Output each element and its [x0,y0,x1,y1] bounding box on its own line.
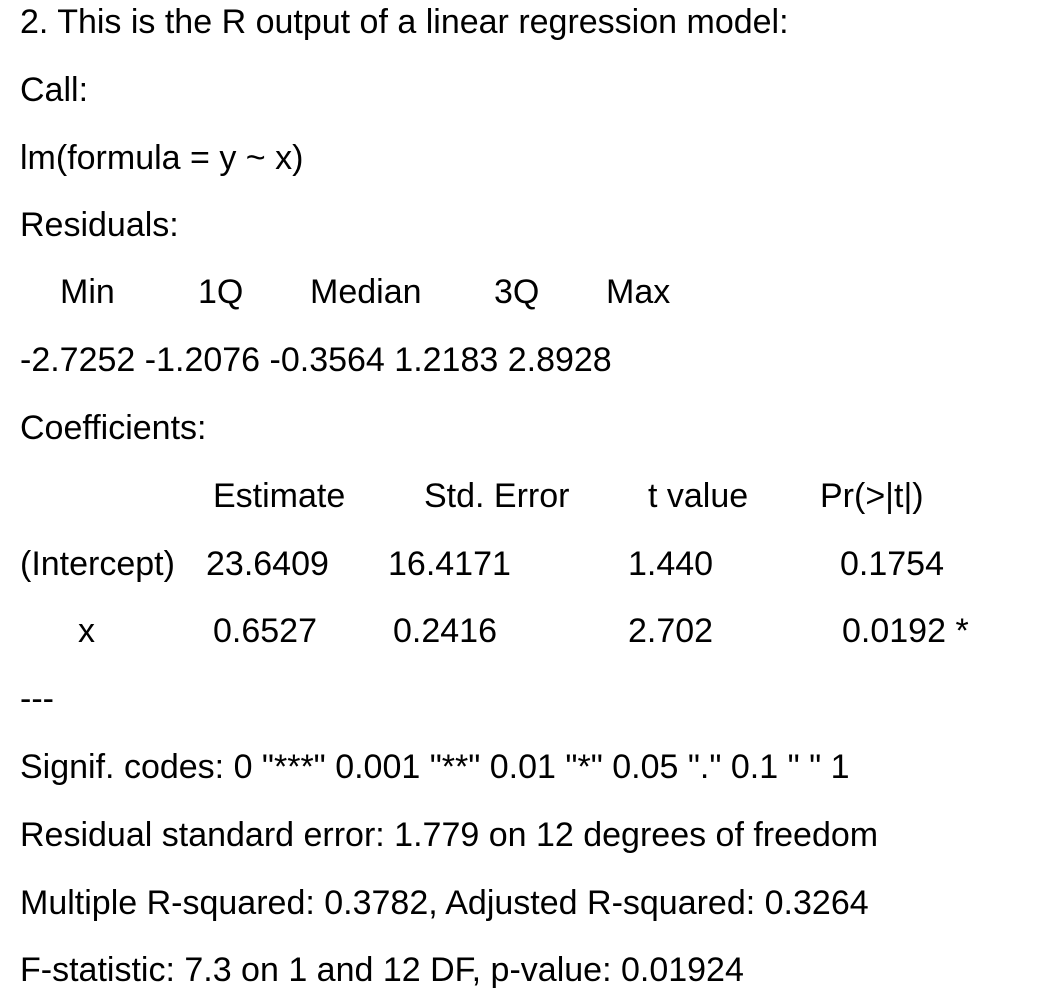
coef-p-value: 0.1754 [840,545,944,583]
coef-p-value: 0.0192 * [842,612,969,650]
coef-std-error: 16.4171 [388,545,511,583]
residuals-label: Residuals: [20,206,179,244]
f-statistic: F-statistic: 7.3 on 1 and 12 DF, p-value… [20,951,744,989]
coef-header-std-error: Std. Error [424,477,570,515]
coef-std-error: 0.2416 [393,612,497,650]
residuals-header-median: Median [310,273,422,311]
coef-header-t-value: t value [648,477,749,515]
coef-t-value: 1.440 [628,545,714,583]
coef-t-value: 2.702 [628,612,714,650]
call-formula: lm(formula = y ~ x) [20,139,304,177]
coef-term: (Intercept) [20,545,175,583]
residuals-header-max: Max [606,273,671,311]
r-squared: Multiple R-squared: 0.3782, Adjusted R-s… [20,884,869,922]
coef-estimate: 23.6409 [206,545,329,583]
call-label: Call: [20,71,89,109]
residuals-header-min: Min [60,273,115,311]
signif-codes: Signif. codes: 0 "***" 0.001 "**" 0.01 "… [20,748,850,786]
residuals-values: -2.7252 -1.2076 -0.3564 1.2183 2.8928 [20,341,612,379]
residuals-header-3q: 3Q [494,273,540,311]
coef-header-p-value: Pr(>|t|) [820,477,924,515]
separator: --- [20,680,54,718]
residuals-header-1q: 1Q [198,273,244,311]
question-heading: 2. This is the R output of a linear regr… [20,3,789,41]
residual-standard-error: Residual standard error: 1.779 on 12 deg… [20,816,879,854]
coef-term: x [78,612,95,650]
coef-estimate: 0.6527 [213,612,317,650]
coef-header-estimate: Estimate [213,477,346,515]
coefficients-label: Coefficients: [20,409,207,447]
